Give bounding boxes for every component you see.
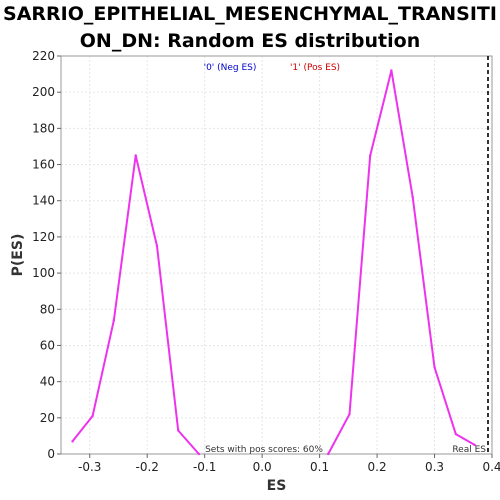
x-tick-label: 0.1 bbox=[310, 460, 329, 474]
y-tick-label: 0 bbox=[47, 447, 55, 461]
y-tick-label: 180 bbox=[32, 121, 55, 135]
pos-scores-annotation: Sets with pos scores: 60% bbox=[205, 445, 323, 455]
series-point bbox=[473, 443, 476, 447]
series-point bbox=[91, 414, 94, 418]
x-tick-label: -0.2 bbox=[135, 460, 158, 474]
chart-title: SARRIO_EPITHELIAL_MESENCHYMAL_TRANSITI O… bbox=[0, 0, 500, 55]
y-tick-label: 40 bbox=[40, 375, 55, 389]
series-line-0 bbox=[71, 154, 200, 455]
series-point bbox=[71, 440, 74, 443]
plot-area bbox=[60, 55, 493, 455]
x-axis-ticks: -0.3 -0.2 -0.1 0.0 0.1 0.2 0.3 0.4 bbox=[78, 454, 500, 474]
series-point bbox=[368, 154, 372, 157]
real-es-marker: Real ES bbox=[452, 56, 489, 455]
legend-entry: '1' (Pos ES) bbox=[290, 63, 340, 73]
y-tick-label: 160 bbox=[32, 158, 55, 172]
y-tick-label: 80 bbox=[40, 302, 55, 316]
y-tick-label: 140 bbox=[32, 194, 55, 208]
series-point bbox=[177, 429, 180, 432]
chart-title-line1: SARRIO_EPITHELIAL_MESENCHYMAL_TRANSITI bbox=[3, 3, 497, 25]
series-point bbox=[390, 69, 393, 72]
legend: '0' (Neg ES) '1' (Pos ES) bbox=[204, 63, 340, 73]
x-tick-label: -0.1 bbox=[193, 460, 216, 474]
y-tick-label: 100 bbox=[32, 266, 55, 280]
x-tick-label: -0.3 bbox=[78, 460, 101, 474]
y-axis-ticks: 0 20 40 60 80 100 120 140 160 180 200 220 bbox=[32, 49, 61, 461]
legend-entry: '0' (Neg ES) bbox=[204, 63, 257, 73]
y-tick-label: 220 bbox=[32, 49, 55, 63]
y-tick-label: 60 bbox=[40, 338, 55, 352]
series-point bbox=[197, 452, 201, 456]
x-tick-label: 0.3 bbox=[425, 460, 444, 474]
series-point bbox=[155, 244, 159, 248]
series-point bbox=[134, 154, 137, 157]
series-line-1 bbox=[327, 69, 476, 455]
y-tick-label: 120 bbox=[32, 230, 55, 244]
series-point bbox=[112, 318, 116, 322]
y-tick-label: 200 bbox=[32, 85, 55, 99]
y-axis-label: P(ES) bbox=[10, 234, 26, 277]
x-tick-label: 0.0 bbox=[253, 460, 272, 474]
series-point bbox=[433, 365, 436, 369]
y-tick-label: 20 bbox=[40, 411, 55, 425]
series-point bbox=[348, 413, 351, 416]
x-tick-label: 0.2 bbox=[368, 460, 387, 474]
grid bbox=[61, 55, 493, 455]
real-es-label: Real ES bbox=[452, 445, 486, 455]
x-axis-label: ES bbox=[267, 478, 287, 494]
x-tick-label: 0.4 bbox=[482, 460, 500, 474]
series-point bbox=[327, 452, 330, 456]
series-lines bbox=[71, 69, 476, 456]
chart-title-line2: ON_DN: Random ES distribution bbox=[79, 30, 421, 52]
series-point bbox=[411, 195, 414, 199]
series-point bbox=[454, 432, 457, 436]
